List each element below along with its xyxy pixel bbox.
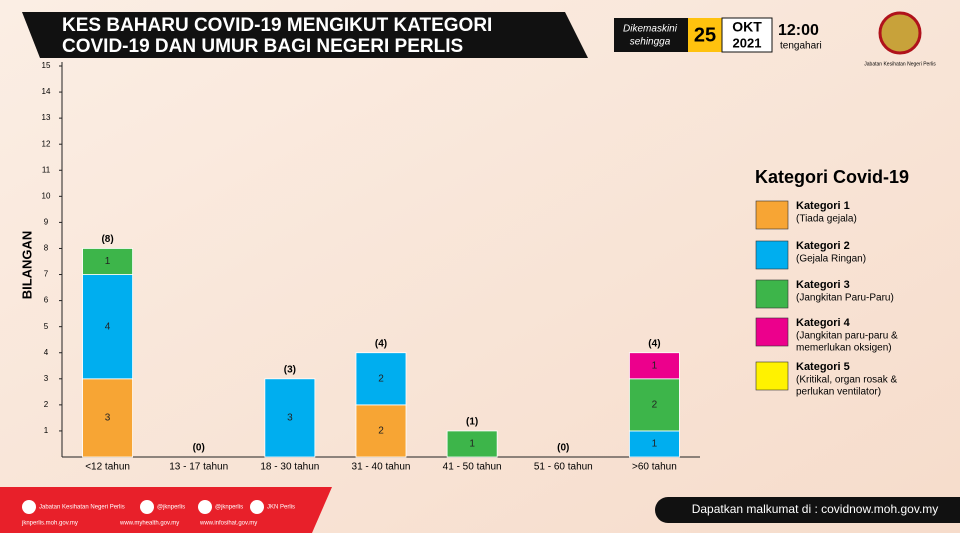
bar-segment [355, 352, 407, 406]
bar-segment [264, 378, 316, 458]
legend-swatch [755, 361, 789, 391]
y-tick-label: 12 [42, 139, 51, 148]
social-handle: JKN Perlis [267, 505, 295, 511]
bar-segment [82, 274, 133, 380]
legend-description: (Tiada gejala) [796, 214, 857, 225]
x-tick-label: 51 - 60 tahun [534, 462, 593, 473]
x-tick-label: <12 tahun [85, 462, 130, 473]
info-text: Dapatkan malkumat di : covidnow.moh.gov.… [692, 502, 939, 516]
x-tick-label: 18 - 30 tahun [260, 462, 319, 473]
update-month: OKT [732, 19, 762, 35]
total-label: (3) [284, 364, 296, 375]
bar-segment [82, 248, 133, 275]
segment-label: 3 [287, 413, 293, 424]
social-icon [22, 500, 36, 514]
legend-name: Kategori 2 [796, 240, 850, 252]
bar-segment [355, 404, 407, 458]
month-box [721, 17, 773, 53]
y-tick-label: 9 [44, 218, 49, 227]
update-label: sehingga [630, 37, 671, 48]
bar-segment [446, 430, 498, 458]
social-icon [140, 500, 154, 514]
total-label: (0) [557, 443, 569, 454]
segment-label: 1 [469, 439, 475, 450]
footer-link: jknperlis.moh.gov.my [21, 521, 78, 527]
y-tick-label: 2 [44, 400, 49, 409]
legend-description: memerlukan oksigen) [796, 343, 892, 354]
segment-label: 1 [652, 360, 658, 371]
update-year: 2021 [733, 35, 762, 50]
update-time: 12:00 [778, 22, 819, 39]
segment-label: 4 [105, 321, 111, 332]
total-label: (4) [375, 338, 387, 349]
legend-description: (Jangkitan paru-paru & [796, 331, 898, 342]
social-handle: Jabatan Kesihatan Negeri Perlis [39, 505, 125, 511]
x-tick-label: 13 - 17 tahun [169, 462, 228, 473]
legend-name: Kategori 1 [796, 200, 850, 212]
legend-swatch [755, 279, 789, 309]
legend-title: Kategori Covid-19 [755, 167, 909, 187]
social-handle: @jknperlis [157, 505, 185, 511]
logo-text: Jabatan Kesihatan Negeri Perlis [864, 61, 936, 67]
x-tick-label: >60 tahun [632, 462, 677, 473]
title-line: COVID-19 DAN UMUR BAGI NEGERI PERLIS [62, 36, 463, 57]
footer-link: www.infosihat.gov.my [199, 521, 257, 527]
update-label: Dikemaskini [623, 24, 678, 35]
y-tick-label: 1 [44, 426, 49, 435]
total-label: (0) [193, 443, 205, 454]
legend-description: perlukan ventilator) [796, 387, 881, 398]
legend-description: (Kritikal, organ rosak & [796, 375, 897, 386]
y-tick-label: 6 [44, 296, 49, 305]
update-day: 25 [694, 24, 716, 46]
segment-label: 1 [652, 439, 658, 450]
y-tick-label: 4 [44, 348, 49, 357]
legend-swatch [755, 200, 789, 230]
legend-name: Kategori 5 [796, 361, 850, 373]
bar-segment [82, 378, 133, 458]
legend-swatch [755, 240, 789, 270]
social-icon [198, 500, 212, 514]
legend-name: Kategori 3 [796, 279, 850, 291]
y-tick-label: 8 [44, 244, 49, 253]
segment-label: 2 [652, 400, 658, 411]
legend-name: Kategori 4 [796, 317, 851, 329]
segment-label: 3 [105, 413, 111, 424]
total-label: (4) [648, 338, 660, 349]
segment-label: 2 [378, 426, 384, 437]
segment-label: 2 [378, 373, 384, 384]
legend-swatch [755, 317, 789, 347]
y-axis-label: BILANGAN [19, 231, 34, 300]
footer-banner [0, 487, 332, 533]
y-tick-label: 13 [42, 113, 51, 122]
total-label: (8) [101, 234, 113, 245]
x-tick-label: 31 - 40 tahun [352, 462, 411, 473]
y-tick-label: 15 [42, 61, 51, 70]
y-tick-label: 11 [42, 165, 51, 174]
social-handle: @jknperlis [215, 505, 243, 511]
y-tick-label: 10 [42, 191, 51, 200]
legend-description: (Jangkitan Paru-Paru) [796, 293, 894, 304]
title-banner [22, 12, 588, 58]
x-tick-label: 41 - 50 tahun [443, 462, 502, 473]
logo [878, 11, 922, 55]
update-box [614, 18, 688, 52]
bar-segment [629, 378, 680, 432]
footer-link: www.myhealth.gov.my [119, 521, 179, 527]
info-pill [655, 497, 960, 523]
bar-segment [629, 352, 680, 380]
bar-segment [629, 430, 680, 458]
social-icon [250, 500, 264, 514]
y-tick-label: 7 [44, 270, 49, 279]
total-label: (1) [466, 417, 478, 428]
y-tick-label: 3 [44, 374, 49, 383]
y-tick-label: 5 [44, 322, 49, 331]
segment-label: 1 [105, 256, 111, 267]
title-line: KES BAHARU COVID-19 MENGIKUT KATEGORI [62, 15, 492, 36]
day-box [688, 18, 722, 52]
legend-description: (Gejala Ringan) [796, 254, 866, 265]
update-time-note: tengahari [780, 41, 822, 52]
y-tick-label: 14 [42, 87, 51, 96]
